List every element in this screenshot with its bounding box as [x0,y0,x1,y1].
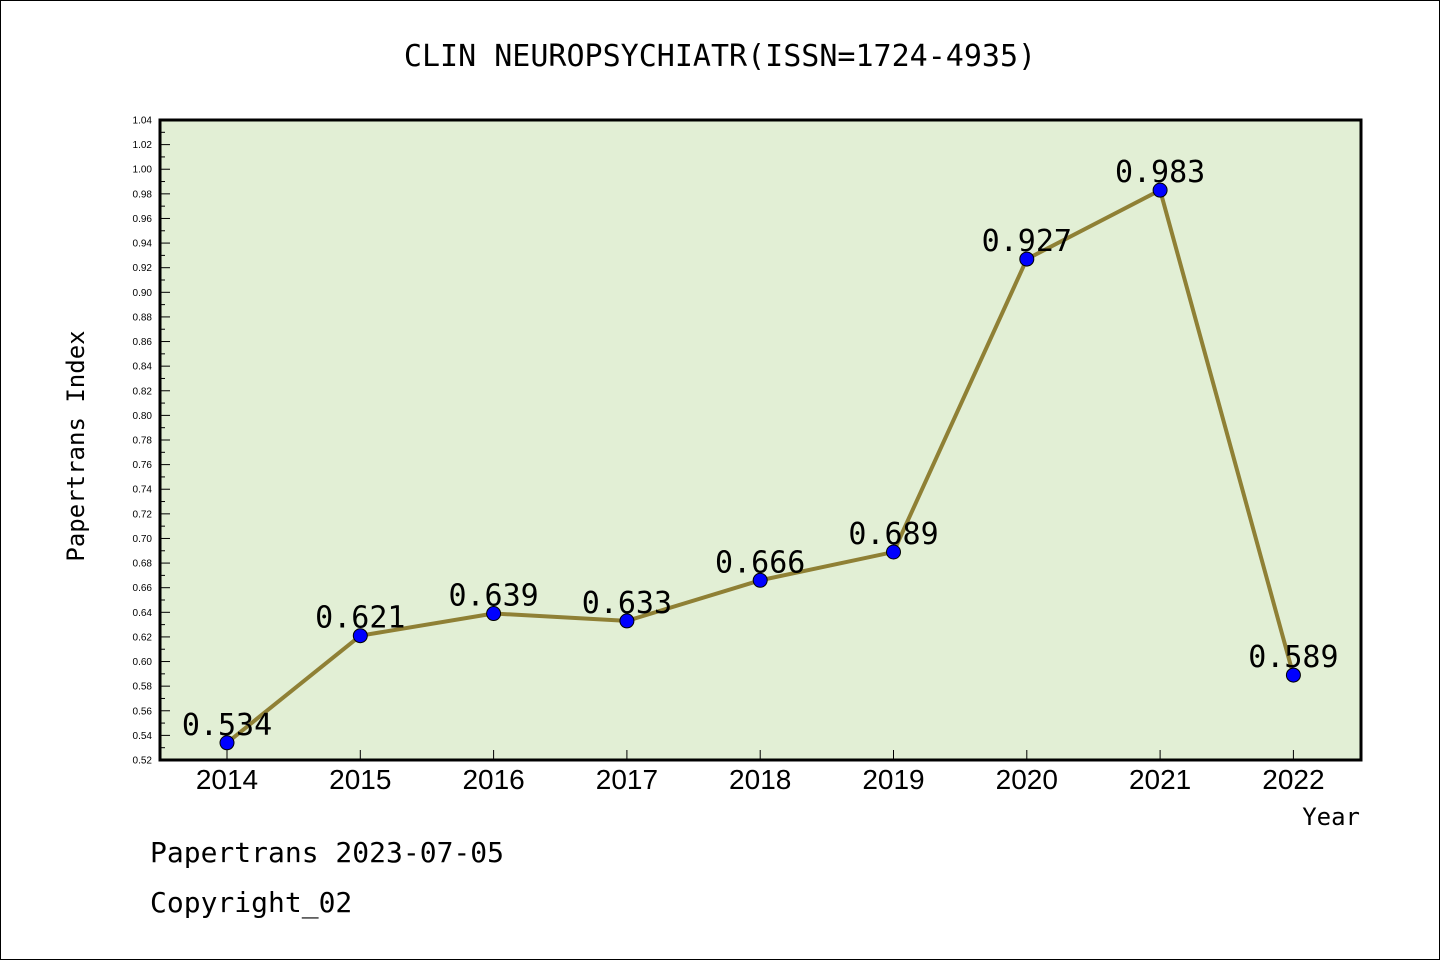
x-axis-label: Year [1302,803,1360,831]
footer-copyright: Copyright_02 [150,886,353,919]
y-tick-label: 0.70 [133,534,153,545]
plot-border [158,118,1363,762]
data-label: 0.983 [1115,155,1205,190]
y-tick-label: 0.86 [133,337,153,348]
y-tick-label: 0.94 [133,239,153,250]
data-point [752,572,768,588]
data-point [886,544,901,560]
y-tick-label: 0.64 [133,608,153,619]
data-label: 0.589 [1248,640,1338,675]
footer-date: Papertrans 2023-07-05 [150,836,505,869]
y-tick-label: 0.66 [133,583,153,594]
y-tick-label: 0.68 [133,559,153,570]
data-label: 0.927 [982,224,1072,259]
y-tick-label: 0.78 [133,436,153,447]
y-tick-label: 0.54 [133,731,153,742]
x-tick-label: 2018 [729,764,791,795]
y-tick-label: 0.90 [133,288,153,299]
data-point [1285,667,1301,683]
data-label: 0.621 [315,601,405,636]
data-label: 0.639 [448,579,538,614]
x-tick-label: 2017 [596,764,658,795]
y-tick-label: 0.84 [133,362,153,373]
x-tick-label: 2021 [1129,764,1191,795]
y-tick-label: 0.58 [133,682,153,693]
plot-area [160,120,1361,760]
data-label: 0.689 [848,517,938,552]
y-tick-label: 0.80 [133,411,153,422]
y-tick-label: 1.02 [133,140,153,151]
y-axis-label: Papertrans Index [62,330,90,561]
data-label: 0.534 [182,708,272,743]
y-tick-label: 0.88 [133,312,153,323]
x-tick-label: 2020 [996,764,1058,795]
x-tick-label: 2015 [329,764,391,795]
x-tick-label: 2019 [862,764,924,795]
y-tick-label: 0.76 [133,460,153,471]
x-tick-label: 2022 [1262,764,1324,795]
chart-title: CLIN NEUROPSYCHIATR(ISSN=1724-4935) [404,39,1036,74]
y-tick-label: 0.96 [133,214,153,225]
y-tick-label: 0.74 [133,485,153,496]
data-point [619,613,635,629]
y-tick-label: 0.60 [133,657,153,668]
data-label: 0.633 [582,586,672,621]
data-label: 0.666 [715,545,805,580]
data-point [1019,251,1035,267]
x-tick-label: 2016 [462,764,524,795]
y-tick-label: 0.92 [133,263,153,274]
y-tick-label: 0.72 [133,509,153,520]
data-point [352,628,368,644]
y-tick-label: 0.98 [133,189,153,200]
y-tick-label: 0.56 [133,706,153,717]
y-tick-label: 0.52 [133,756,153,767]
y-tick-label: 0.82 [133,386,153,397]
data-point [486,606,502,622]
y-tick-label: 1.00 [133,165,153,176]
y-tick-label: 0.62 [133,632,153,643]
x-tick-label: 2014 [196,764,258,795]
y-tick-label: 1.04 [133,116,153,127]
data-point [219,735,235,751]
data-point [1152,182,1168,198]
